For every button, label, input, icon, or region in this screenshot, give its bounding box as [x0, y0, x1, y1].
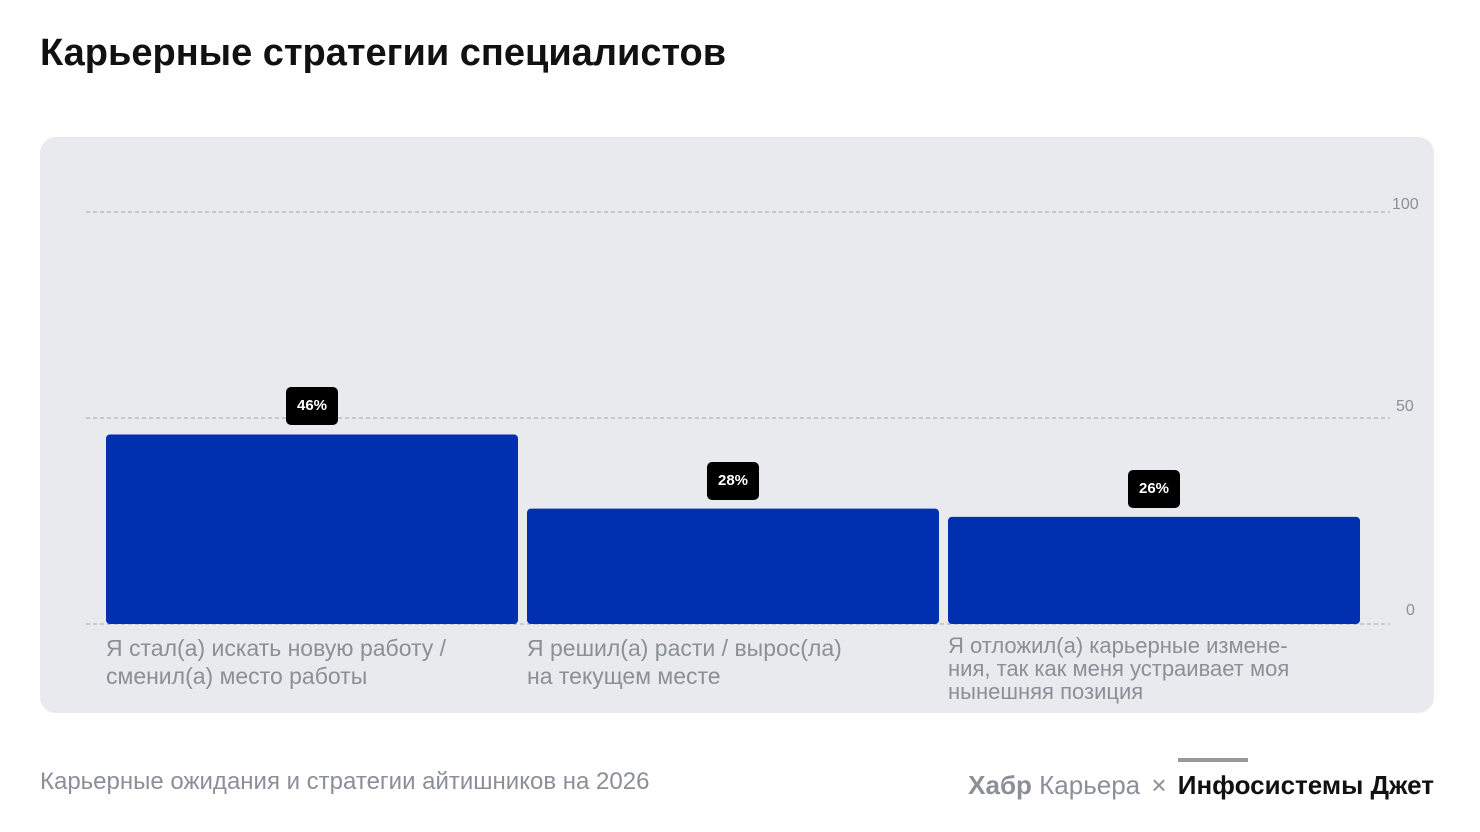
- bar-value-label: 26%: [1128, 469, 1180, 508]
- y-tick-label: 0: [1406, 602, 1415, 619]
- brand-partner-text: Инфосистемы Джет: [1177, 770, 1434, 800]
- page-title: Карьерные стратегии специалистов: [40, 32, 727, 74]
- brand-logo: Хабр Карьера × Инфосистемы Джет: [968, 758, 1434, 801]
- brand-times: ×: [1151, 770, 1167, 800]
- bar: [948, 516, 1360, 624]
- bar-chart: [86, 211, 1390, 625]
- brand-partner: Инфосистемы Джет: [1177, 758, 1434, 800]
- chart-panel: 0 50 100 46% Я стал(а) искать новую работу /…: [40, 137, 1434, 713]
- bar-value-label: 46%: [286, 387, 338, 426]
- bar: [527, 508, 939, 624]
- y-tick-label: 50: [1396, 398, 1414, 415]
- category-label: Я отложил(а) карьерные измене- ния, так …: [948, 633, 1290, 704]
- y-tick-label: 100: [1392, 196, 1419, 213]
- bar: [106, 434, 518, 624]
- footer-source: Карьерные ожидания и стратегии айтишнико…: [40, 768, 650, 795]
- brand-habr: Хабр: [968, 770, 1032, 800]
- brand-karera: Карьера: [1039, 770, 1141, 800]
- partner-accent-bar: [1177, 758, 1248, 762]
- category-label: Я стал(а) искать новую работу / сменил(а…: [106, 635, 447, 689]
- category-label: Я решил(а) расти / вырос(ла) на текущем …: [527, 635, 842, 689]
- bar-value-label: 28%: [707, 461, 759, 500]
